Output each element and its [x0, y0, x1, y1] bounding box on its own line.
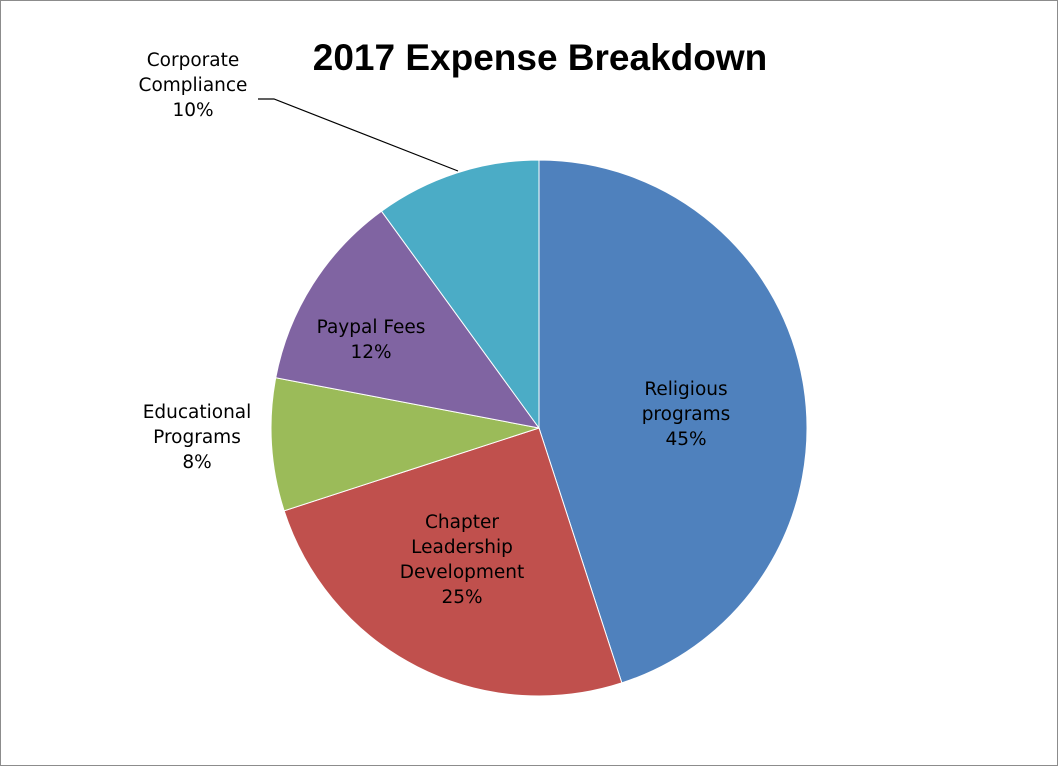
- data-label-educational-programs: Educational Programs 8%: [143, 402, 252, 473]
- pie-slice-educational-programs: [270, 377, 540, 512]
- pie-slices: [270, 159, 808, 697]
- pie-slice-religious-programs: [538, 159, 808, 684]
- leader-lines: [258, 98, 459, 172]
- data-label-paypal-fees: Paypal Fees 12%: [317, 317, 426, 363]
- data-label-religious-programs: Religious programs 45%: [642, 379, 731, 450]
- chart-title: 2017 Expense Breakdown: [313, 37, 768, 78]
- pie-slice-chapter-leadership-development: [283, 427, 623, 697]
- pie-slice-corporate-compliance: [380, 159, 540, 430]
- pie-slice-paypal-fees: [275, 210, 541, 429]
- data-label-chapter-leadership-development: Chapter Leadership Development 25%: [400, 512, 525, 608]
- data-labels: Religious programs 45% Chapter Leadership Dev…: [139, 50, 731, 608]
- leader-line-corporate-compliance: [258, 98, 459, 172]
- data-label-corporate-compliance: Corporate Compliance 10%: [139, 50, 248, 121]
